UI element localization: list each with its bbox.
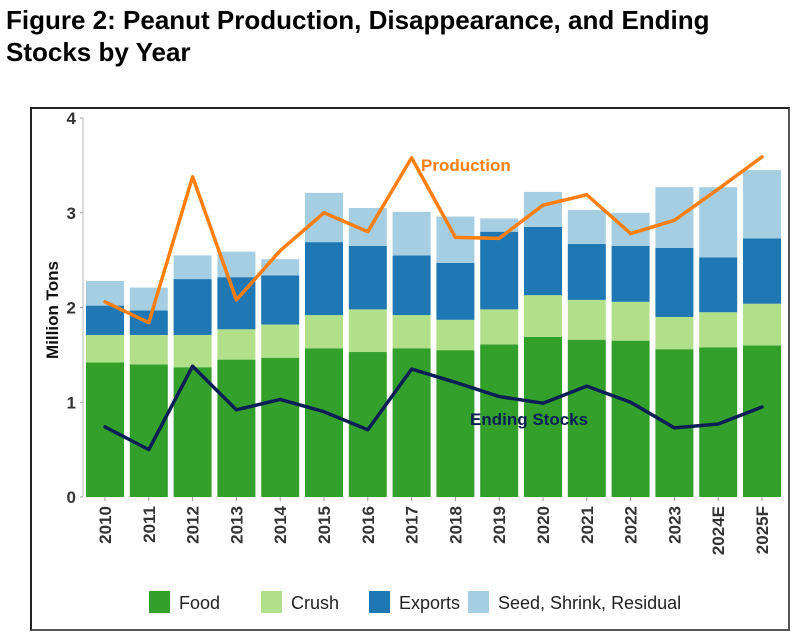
bar-exports-2019: [480, 231, 519, 310]
x-tick-label: 2012: [184, 506, 203, 544]
bar-crush-2021: [567, 299, 606, 340]
ending-stocks-line: [103, 364, 764, 452]
legend-label-seed-shrink-residual: Seed, Shrink, Residual: [498, 593, 681, 613]
bar-crush-2017: [392, 315, 431, 349]
bar-exports-2015: [305, 242, 343, 316]
bar-seed-shrink-residual-2012: [173, 255, 212, 280]
figure-title: Figure 2: Peanut Production, Disappearan…: [6, 5, 710, 67]
bar-exports-2023: [655, 247, 694, 317]
bar-seed-shrink-residual-2018: [436, 216, 475, 263]
bar-exports-2017: [392, 255, 431, 316]
bar-food-2024e: [699, 347, 738, 497]
x-tick-label: 2022: [622, 506, 641, 544]
x-axis-ticks: 2010 2011 2012 2013 2014 2015 2016 2017 2018 2019…: [96, 497, 772, 555]
y-tick-label: 1: [67, 393, 76, 412]
x-tick-label: 2015: [315, 506, 334, 544]
bar-seed-shrink-residual-2021: [567, 209, 606, 245]
y-tick-label: 2: [67, 299, 76, 318]
bar-exports-2021: [567, 244, 606, 300]
bar-food-2022: [611, 340, 650, 497]
production-line-label: Production: [421, 156, 511, 175]
bar-crush-2025f: [743, 303, 781, 346]
y-axis-title: Million Tons: [43, 261, 62, 359]
bar-exports-2022: [611, 245, 650, 302]
legend-swatch-food: [149, 591, 170, 613]
bar-crush-2010: [86, 334, 124, 363]
bar-crush-2023: [655, 316, 694, 350]
x-tick-label: 2024E: [709, 506, 728, 555]
bar-crush-2011: [129, 334, 168, 365]
bar-crush-2018: [436, 319, 475, 351]
bar-seed-shrink-residual-2023: [655, 187, 694, 248]
bar-seed-shrink-residual-2020: [524, 191, 562, 227]
y-tick-label: 3: [67, 204, 76, 223]
bar-food-2019: [480, 344, 519, 497]
y-tick-label: 0: [67, 488, 76, 507]
bar-crush-2022: [611, 301, 650, 341]
x-tick-label: 2014: [271, 505, 290, 543]
bar-exports-2012: [173, 279, 212, 335]
bar-food-2023: [655, 349, 694, 497]
x-tick-label: 2011: [140, 506, 159, 543]
bar-food-2021: [567, 339, 606, 497]
bar-seed-shrink-residual-2019: [480, 218, 519, 232]
bar-crush-2014: [261, 324, 300, 358]
x-tick-label: 2017: [403, 506, 422, 544]
bar-food-2018: [436, 350, 475, 497]
lines-layer: [103, 155, 764, 452]
x-tick-label: 2013: [227, 506, 246, 544]
bar-exports-2010: [86, 305, 124, 335]
bar-food-2010: [86, 362, 124, 497]
legend: Food Crush Exports Seed, Shrink, Residual: [149, 591, 681, 613]
bar-crush-2019: [480, 309, 519, 345]
bar-seed-shrink-residual-2017: [392, 211, 431, 256]
bar-exports-2014: [261, 275, 300, 325]
bar-exports-2025f: [743, 238, 781, 304]
bar-food-2013: [217, 359, 256, 497]
bars-layer: [86, 170, 781, 497]
x-tick-label: 2021: [578, 506, 597, 544]
bar-crush-2015: [305, 315, 343, 349]
legend-label-food: Food: [179, 593, 220, 613]
bar-crush-2012: [173, 334, 212, 368]
legend-swatch-seed-shrink-residual: [468, 591, 489, 613]
legend-swatch-exports: [369, 591, 390, 613]
bar-food-2014: [261, 357, 300, 497]
x-tick-label: 2019: [490, 506, 509, 544]
legend-label-crush: Crush: [291, 593, 339, 613]
bar-crush-2024e: [699, 312, 738, 348]
legend-swatch-crush: [261, 591, 282, 613]
y-axis-ticks: 0 1 2 3 4: [67, 109, 83, 507]
x-tick-label: 2018: [446, 506, 465, 544]
x-tick-label: 2010: [96, 506, 115, 544]
x-tick-label: 2020: [534, 506, 553, 544]
bar-exports-2016: [348, 245, 387, 310]
legend-label-exports: Exports: [399, 593, 460, 613]
bar-seed-shrink-residual-2011: [129, 287, 168, 311]
bar-food-2025f: [743, 345, 781, 497]
bar-exports-2024e: [699, 257, 738, 313]
ending-stocks-line-label: Ending Stocks: [470, 410, 588, 429]
y-tick-label: 4: [67, 109, 77, 128]
bar-food-2011: [129, 364, 168, 497]
bar-food-2012: [173, 367, 212, 497]
bar-exports-2020: [524, 226, 562, 296]
bar-seed-shrink-residual-2025f: [743, 170, 781, 239]
bar-crush-2020: [524, 295, 562, 337]
bar-exports-2018: [436, 262, 475, 320]
x-tick-label: 2016: [359, 506, 378, 544]
bar-crush-2016: [348, 309, 387, 353]
bar-food-2020: [524, 336, 562, 497]
bar-food-2015: [305, 348, 343, 497]
x-tick-label: 2025F: [753, 506, 772, 554]
bar-crush-2013: [217, 329, 256, 360]
x-tick-label: 2023: [665, 506, 684, 544]
production-line: [103, 155, 764, 325]
